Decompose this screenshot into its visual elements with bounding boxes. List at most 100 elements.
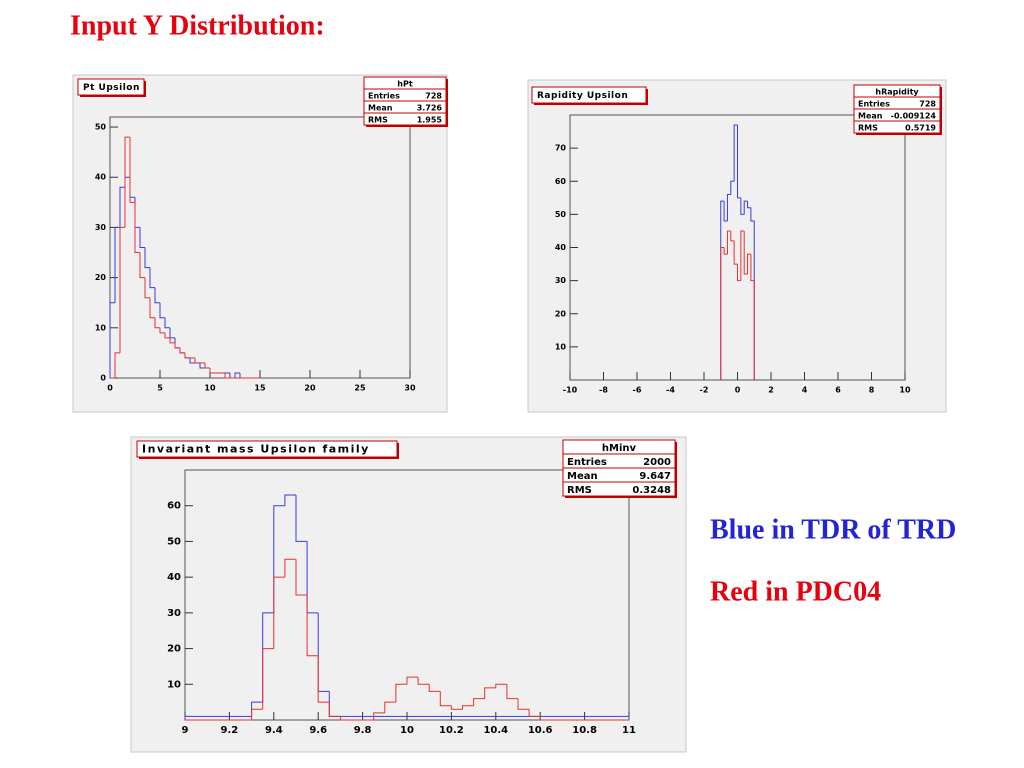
histogram-bin bbox=[495, 683, 507, 688]
histogram-bin bbox=[234, 372, 240, 378]
y-tick-label: 20 bbox=[95, 273, 107, 282]
y-tick-label: 40 bbox=[95, 173, 107, 182]
y-tick-label: 50 bbox=[555, 210, 567, 219]
stats-name: hPt bbox=[397, 80, 413, 89]
chart-title: Pt Upsilon bbox=[83, 83, 140, 93]
stats-value: 9.647 bbox=[639, 471, 671, 482]
histogram-bin bbox=[743, 200, 748, 215]
y-tick-label: 70 bbox=[555, 144, 567, 153]
stats-label: Entries bbox=[368, 92, 400, 101]
histogram-bin bbox=[730, 230, 735, 242]
x-tick-label: 25 bbox=[354, 384, 366, 393]
stats-value: 1.955 bbox=[417, 116, 443, 125]
x-tick-label: 9.6 bbox=[309, 725, 327, 736]
histogram-bin bbox=[317, 655, 330, 703]
chart-title: Rapidity Upsilon bbox=[537, 91, 628, 101]
stats-value: 728 bbox=[919, 100, 936, 109]
histogram-bin bbox=[262, 648, 274, 710]
x-tick-label: 5 bbox=[157, 384, 163, 393]
x-tick-label: 9 bbox=[182, 725, 189, 736]
note: Blue in TDR of TRD bbox=[710, 514, 956, 545]
y-tick-label: 0 bbox=[100, 374, 106, 383]
x-tick-label: 9.8 bbox=[354, 725, 372, 736]
histogram-bin bbox=[194, 357, 200, 364]
x-tick-label: -8 bbox=[599, 386, 608, 395]
histogram-bin bbox=[204, 362, 210, 369]
stats-label: Entries bbox=[567, 457, 607, 468]
chart: 0 5 10 15 20 25 30 0 10 20 30 40 50 Pt Upsilon hPt Entr… bbox=[72, 74, 448, 413]
stats-value: 0.3248 bbox=[632, 485, 671, 496]
y-tick-label: 60 bbox=[555, 177, 567, 186]
histogram-bin bbox=[164, 317, 170, 329]
histogram-bin bbox=[149, 297, 155, 319]
histogram-bin bbox=[733, 124, 738, 182]
histogram-bin bbox=[119, 226, 125, 353]
histogram-bin bbox=[750, 254, 755, 380]
y-tick-label: 10 bbox=[167, 679, 181, 690]
x-tick-label: 9.2 bbox=[221, 725, 239, 736]
histogram-bin bbox=[179, 347, 185, 354]
y-tick-label: 50 bbox=[95, 123, 107, 132]
y-tick-label: 10 bbox=[95, 323, 107, 332]
stats-value: 0.5719 bbox=[905, 124, 936, 133]
histogram-bin bbox=[726, 230, 731, 255]
x-tick-label: 6 bbox=[835, 386, 841, 395]
histogram-bin bbox=[114, 352, 120, 378]
histogram-bin bbox=[733, 240, 738, 265]
histogram-bin bbox=[174, 342, 180, 349]
histogram-bin bbox=[539, 716, 552, 721]
histogram-bin bbox=[209, 367, 215, 374]
histogram-bin bbox=[184, 715, 197, 720]
histogram-bin bbox=[428, 684, 441, 692]
x-tick-label: 10.4 bbox=[483, 725, 508, 736]
x-tick-label: 4 bbox=[802, 386, 808, 395]
histogram-bin bbox=[251, 708, 263, 720]
histogram-bin bbox=[154, 317, 160, 329]
x-tick-label: -10 bbox=[563, 386, 578, 395]
stats-value: -0.009124 bbox=[891, 112, 937, 121]
x-tick-label: 9.4 bbox=[265, 725, 283, 736]
y-tick-label: 30 bbox=[95, 223, 107, 232]
stats-label: RMS bbox=[858, 124, 878, 133]
x-tick-label: 2 bbox=[768, 386, 774, 395]
x-tick-label: 10 bbox=[204, 384, 216, 393]
histogram-bin bbox=[720, 247, 725, 380]
histogram-bin bbox=[743, 230, 748, 275]
histogram-bin bbox=[747, 201, 751, 209]
y-tick-label: 30 bbox=[167, 608, 181, 619]
histogram-bin bbox=[144, 247, 150, 269]
y-tick-label: 60 bbox=[167, 501, 181, 512]
histogram-bin bbox=[295, 559, 308, 596]
histogram-bin bbox=[273, 576, 285, 649]
y-tick-label: 20 bbox=[555, 309, 567, 318]
histogram-bin bbox=[506, 684, 518, 700]
histogram-bin bbox=[139, 227, 145, 248]
histogram-bin bbox=[373, 712, 385, 720]
histogram-bin bbox=[159, 327, 165, 334]
x-tick-label: 30 bbox=[404, 384, 416, 393]
x-tick-label: 10 bbox=[899, 386, 911, 395]
x-tick-label: 11 bbox=[622, 725, 636, 736]
histogram-bin bbox=[406, 676, 419, 685]
x-tick-label: -2 bbox=[700, 386, 709, 395]
histogram-bin bbox=[149, 267, 155, 289]
title-box bbox=[531, 86, 647, 104]
histogram-bin bbox=[224, 372, 230, 379]
x-tick-label: 8 bbox=[869, 386, 875, 395]
y-tick-label: 10 bbox=[555, 342, 567, 351]
chart-title: Invariant mass Upsilon family bbox=[142, 443, 370, 456]
plot-area bbox=[109, 116, 411, 379]
title-box bbox=[77, 78, 145, 96]
histogram-bin bbox=[473, 698, 485, 706]
y-tick-label: 50 bbox=[167, 536, 181, 547]
chart: 9 9.2 9.4 9.6 9.8 10 10.2 10.4 10.6 10.8 11 10 20 30 4… bbox=[130, 436, 687, 753]
histogram-bin bbox=[517, 698, 530, 710]
chart: -10 -8 -6 -4 -2 0 2 4 6 8 10 10 20 30 40 50 60 70 Rapidity… bbox=[527, 79, 947, 413]
histogram-bin bbox=[617, 715, 630, 720]
slide-title: Input Y Distribution: bbox=[70, 10, 325, 41]
x-tick-label: 0 bbox=[735, 386, 741, 395]
histogram-bin bbox=[169, 337, 175, 344]
stats-label: RMS bbox=[368, 116, 388, 125]
